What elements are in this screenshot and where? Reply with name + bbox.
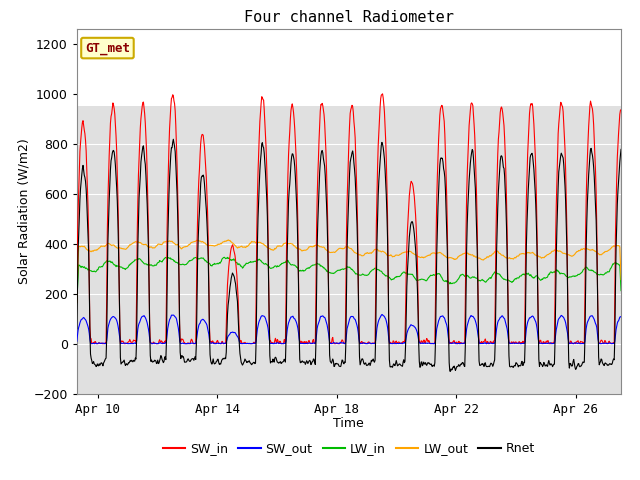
- Legend: SW_in, SW_out, LW_in, LW_out, Rnet: SW_in, SW_out, LW_in, LW_out, Rnet: [157, 437, 540, 460]
- Bar: [77, 106, 621, 394]
- Title: Four channel Radiometer: Four channel Radiometer: [244, 10, 454, 25]
- X-axis label: Time: Time: [333, 417, 364, 430]
- Y-axis label: Solar Radiation (W/m2): Solar Radiation (W/m2): [18, 138, 31, 284]
- Text: GT_met: GT_met: [85, 42, 130, 55]
